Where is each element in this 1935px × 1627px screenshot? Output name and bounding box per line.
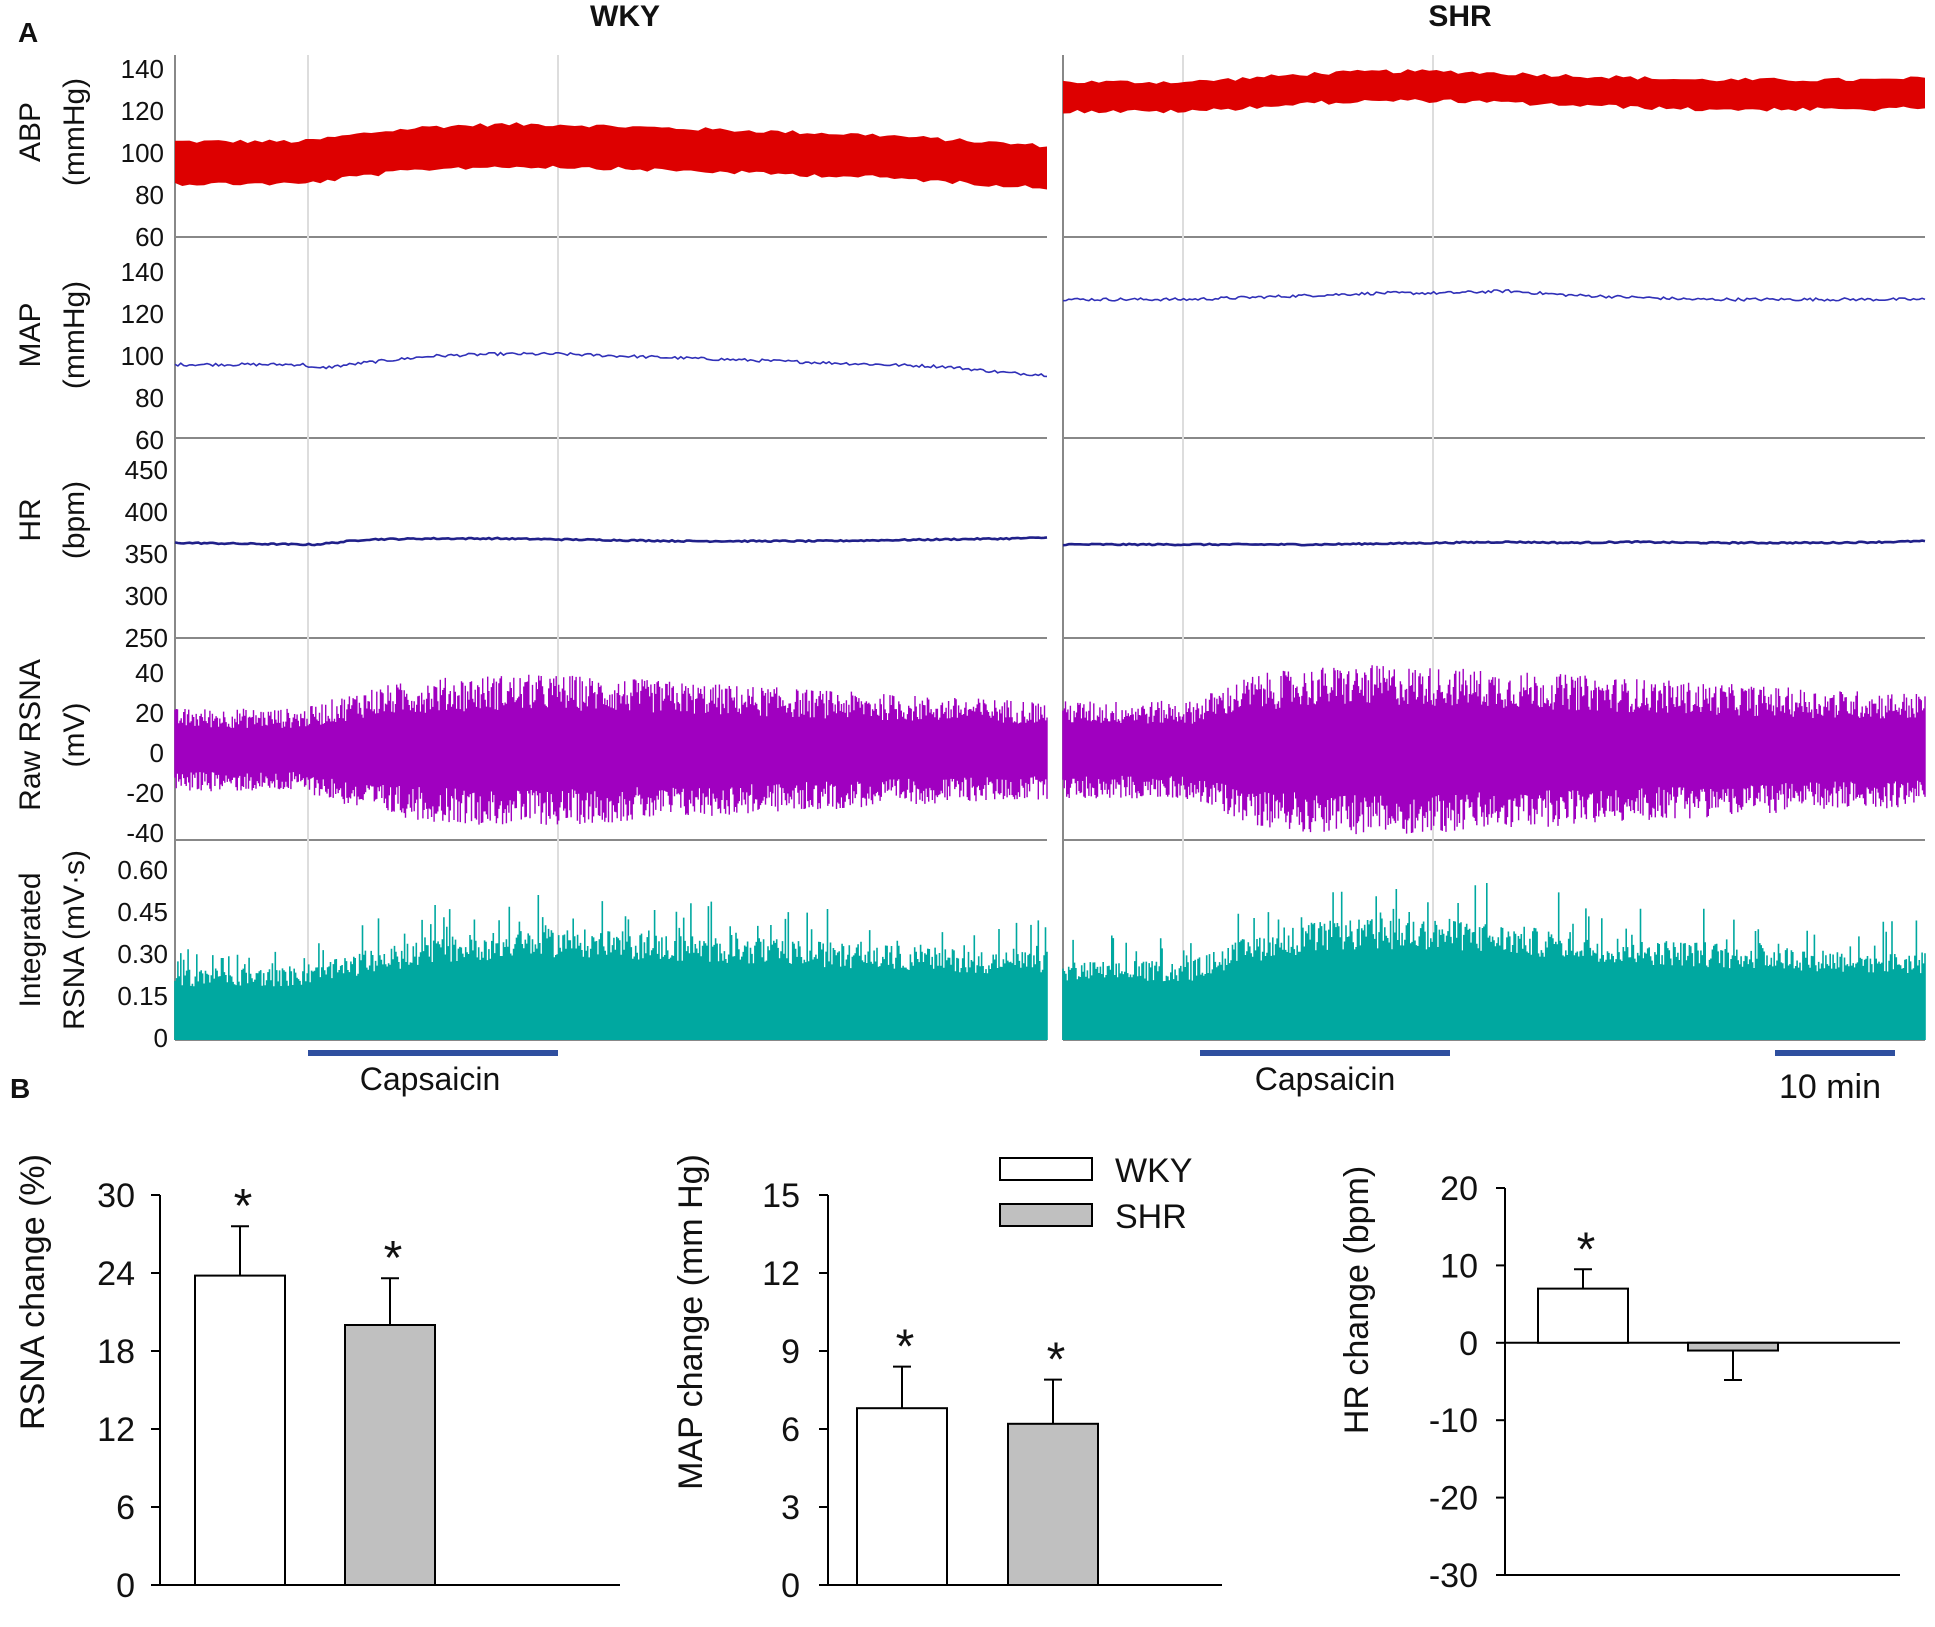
rsna-tick-label-0: 0 xyxy=(116,1567,135,1605)
hr-ylabel-1: HR xyxy=(14,498,47,541)
wky-raw-rsna-trace xyxy=(174,674,1048,825)
legend-label-shr: SHR xyxy=(1115,1198,1187,1236)
abp-tick-0: 140 xyxy=(121,54,164,84)
shr-capsaicin-label: Capsaicin xyxy=(1255,1061,1396,1097)
int-rsna-ylabel-2: RSNA (mV·s) xyxy=(58,850,91,1030)
shr-raw-rsna-trace xyxy=(1062,665,1926,835)
rsna-bar-wky xyxy=(194,1274,286,1586)
panel-label-a: A xyxy=(18,17,38,48)
abp-tick-3: 80 xyxy=(135,180,164,210)
map-significance-wky: * xyxy=(896,1321,915,1374)
raw-tick-0: 40 xyxy=(135,658,164,688)
raw-tick-2: 0 xyxy=(150,738,164,768)
wky-hr-line xyxy=(174,536,1048,547)
shr-map-line xyxy=(1062,288,1926,302)
rsna-tick-label-5: 30 xyxy=(97,1177,135,1215)
int-tick-0: 0.60 xyxy=(117,855,168,885)
map-tick-label-0: 0 xyxy=(781,1567,800,1605)
map-tick-3: 80 xyxy=(135,383,164,413)
map-significance-shr: * xyxy=(1047,1334,1066,1387)
map-tick-label-1: 3 xyxy=(781,1489,800,1527)
bar-chart-layer: 0 6 12 18 24 30 * * 0 3 6 9 12 15 * * -30 -20 -10 0 10 20 * xyxy=(97,1170,1900,1605)
hr-tick-1: 400 xyxy=(125,497,168,527)
int-tick-2: 0.30 xyxy=(117,939,168,969)
rsna-tick-label-1: 6 xyxy=(116,1489,135,1527)
shr-abp-band xyxy=(1063,69,1925,114)
abp-tick-1: 120 xyxy=(121,96,164,126)
map-ylabel-1: MAP xyxy=(14,302,47,367)
legend-swatch-wky xyxy=(999,1157,1093,1181)
hr-bar-ylabel: HR change (bpm) xyxy=(1338,1166,1376,1434)
wky-map-line xyxy=(174,351,1048,378)
hr-tick-label-1: -20 xyxy=(1429,1480,1478,1518)
rsna-bar-shr xyxy=(344,1324,436,1586)
scale-bar-label: 10 min xyxy=(1779,1068,1881,1106)
abp-ylabel-1: ABP xyxy=(14,102,47,162)
map-tick-label-3: 9 xyxy=(781,1333,800,1371)
abp-ylabel-2: (mmHg) xyxy=(58,78,91,186)
hr-tick-label-0: -30 xyxy=(1429,1557,1478,1595)
raw-tick-1: 20 xyxy=(135,698,164,728)
map-bar-wky xyxy=(856,1407,948,1586)
rsna-bar-ylabel: RSNA change (%) xyxy=(14,1154,52,1430)
trace-axes xyxy=(174,55,1925,1041)
hr-tick-label-4: 10 xyxy=(1440,1247,1478,1285)
hr-tick-3: 300 xyxy=(125,581,168,611)
hr-significance-wky: * xyxy=(1577,1223,1596,1276)
map-bar-ylabel: MAP change (mm Hg) xyxy=(672,1154,710,1490)
wky-integrated-rsna-trace xyxy=(174,895,1048,1040)
raw-tick-3: -20 xyxy=(126,778,164,808)
rsna-tick-label-4: 24 xyxy=(97,1255,135,1293)
hr-tick-2: 350 xyxy=(125,539,168,569)
hr-tick-4: 250 xyxy=(125,623,168,653)
panel-label-b: B xyxy=(10,1073,30,1104)
map-tick-2: 100 xyxy=(121,341,164,371)
int-rsna-ylabel-1: Integrated xyxy=(14,872,47,1007)
header-wky: WKY xyxy=(590,0,660,33)
int-tick-3: 0.15 xyxy=(117,981,168,1011)
abp-tick-2: 100 xyxy=(121,138,164,168)
rsna-significance-shr: * xyxy=(384,1232,403,1285)
map-tick-label-5: 15 xyxy=(762,1177,800,1215)
hr-tick-label-2: -10 xyxy=(1429,1402,1478,1440)
wky-abp-band xyxy=(175,122,1047,190)
hr-ylabel-2: (bpm) xyxy=(58,481,91,559)
legend-label-wky: WKY xyxy=(1115,1152,1192,1190)
map-tick-label-4: 12 xyxy=(762,1255,800,1293)
map-bar-shr xyxy=(1007,1422,1099,1587)
map-tick-0: 140 xyxy=(121,257,164,287)
hr-tick-label-5: 20 xyxy=(1440,1170,1478,1208)
map-tick-4: 60 xyxy=(135,425,164,455)
int-tick-1: 0.45 xyxy=(117,897,168,927)
raw-tick-4: -40 xyxy=(126,818,164,848)
shr-integrated-rsna-trace xyxy=(1062,883,1926,1040)
rsna-significance-wky: * xyxy=(234,1180,253,1233)
legend-swatch-shr xyxy=(999,1203,1093,1227)
rsna-tick-label-3: 18 xyxy=(97,1333,135,1371)
shr-hr-line xyxy=(1062,539,1926,547)
map-tick-1: 120 xyxy=(121,299,164,329)
map-ylabel-2: (mmHg) xyxy=(58,281,91,389)
hr-bar-wky xyxy=(1537,1287,1629,1344)
hr-tick-0: 450 xyxy=(125,455,168,485)
hr-bar-shr xyxy=(1687,1341,1779,1352)
trace-layer xyxy=(174,55,1926,1040)
int-tick-4: 0 xyxy=(154,1023,168,1053)
header-shr: SHR xyxy=(1428,0,1492,33)
abp-tick-4: 60 xyxy=(135,222,164,252)
hr-tick-label-3: 0 xyxy=(1459,1325,1478,1363)
raw-rsna-ylabel-2: (mV) xyxy=(58,703,91,768)
map-tick-label-2: 6 xyxy=(781,1411,800,1449)
rsna-tick-label-2: 12 xyxy=(97,1411,135,1449)
wky-capsaicin-label: Capsaicin xyxy=(360,1061,501,1097)
raw-rsna-ylabel-1: Raw RSNA xyxy=(14,659,47,811)
